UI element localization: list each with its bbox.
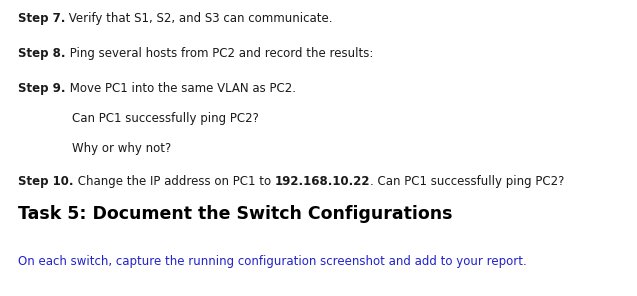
Text: Change the IP address on PC1 to: Change the IP address on PC1 to	[73, 175, 275, 188]
Text: Step 10.: Step 10.	[18, 175, 73, 188]
Text: . Can PC1 successfully ping PC2?: . Can PC1 successfully ping PC2?	[370, 175, 564, 188]
Text: Move PC1 into the same VLAN as PC2.: Move PC1 into the same VLAN as PC2.	[66, 82, 296, 95]
Text: On each switch, capture the running configuration screenshot and add to your rep: On each switch, capture the running conf…	[18, 255, 527, 268]
Text: Ping several hosts from PC2 and record the results:: Ping several hosts from PC2 and record t…	[66, 47, 373, 60]
Text: Why or why not?: Why or why not?	[72, 142, 171, 155]
Text: Verify that S1, S2, and S3 can communicate.: Verify that S1, S2, and S3 can communica…	[66, 12, 333, 25]
Text: Step 9.: Step 9.	[18, 82, 66, 95]
Text: Step 8.: Step 8.	[18, 47, 66, 60]
Text: Can PC1 successfully ping PC2?: Can PC1 successfully ping PC2?	[72, 112, 259, 125]
Text: Step 7.: Step 7.	[18, 12, 66, 25]
Text: 192.168.10.22: 192.168.10.22	[275, 175, 370, 188]
Text: Task 5: Document the Switch Configurations: Task 5: Document the Switch Configuratio…	[18, 205, 452, 223]
